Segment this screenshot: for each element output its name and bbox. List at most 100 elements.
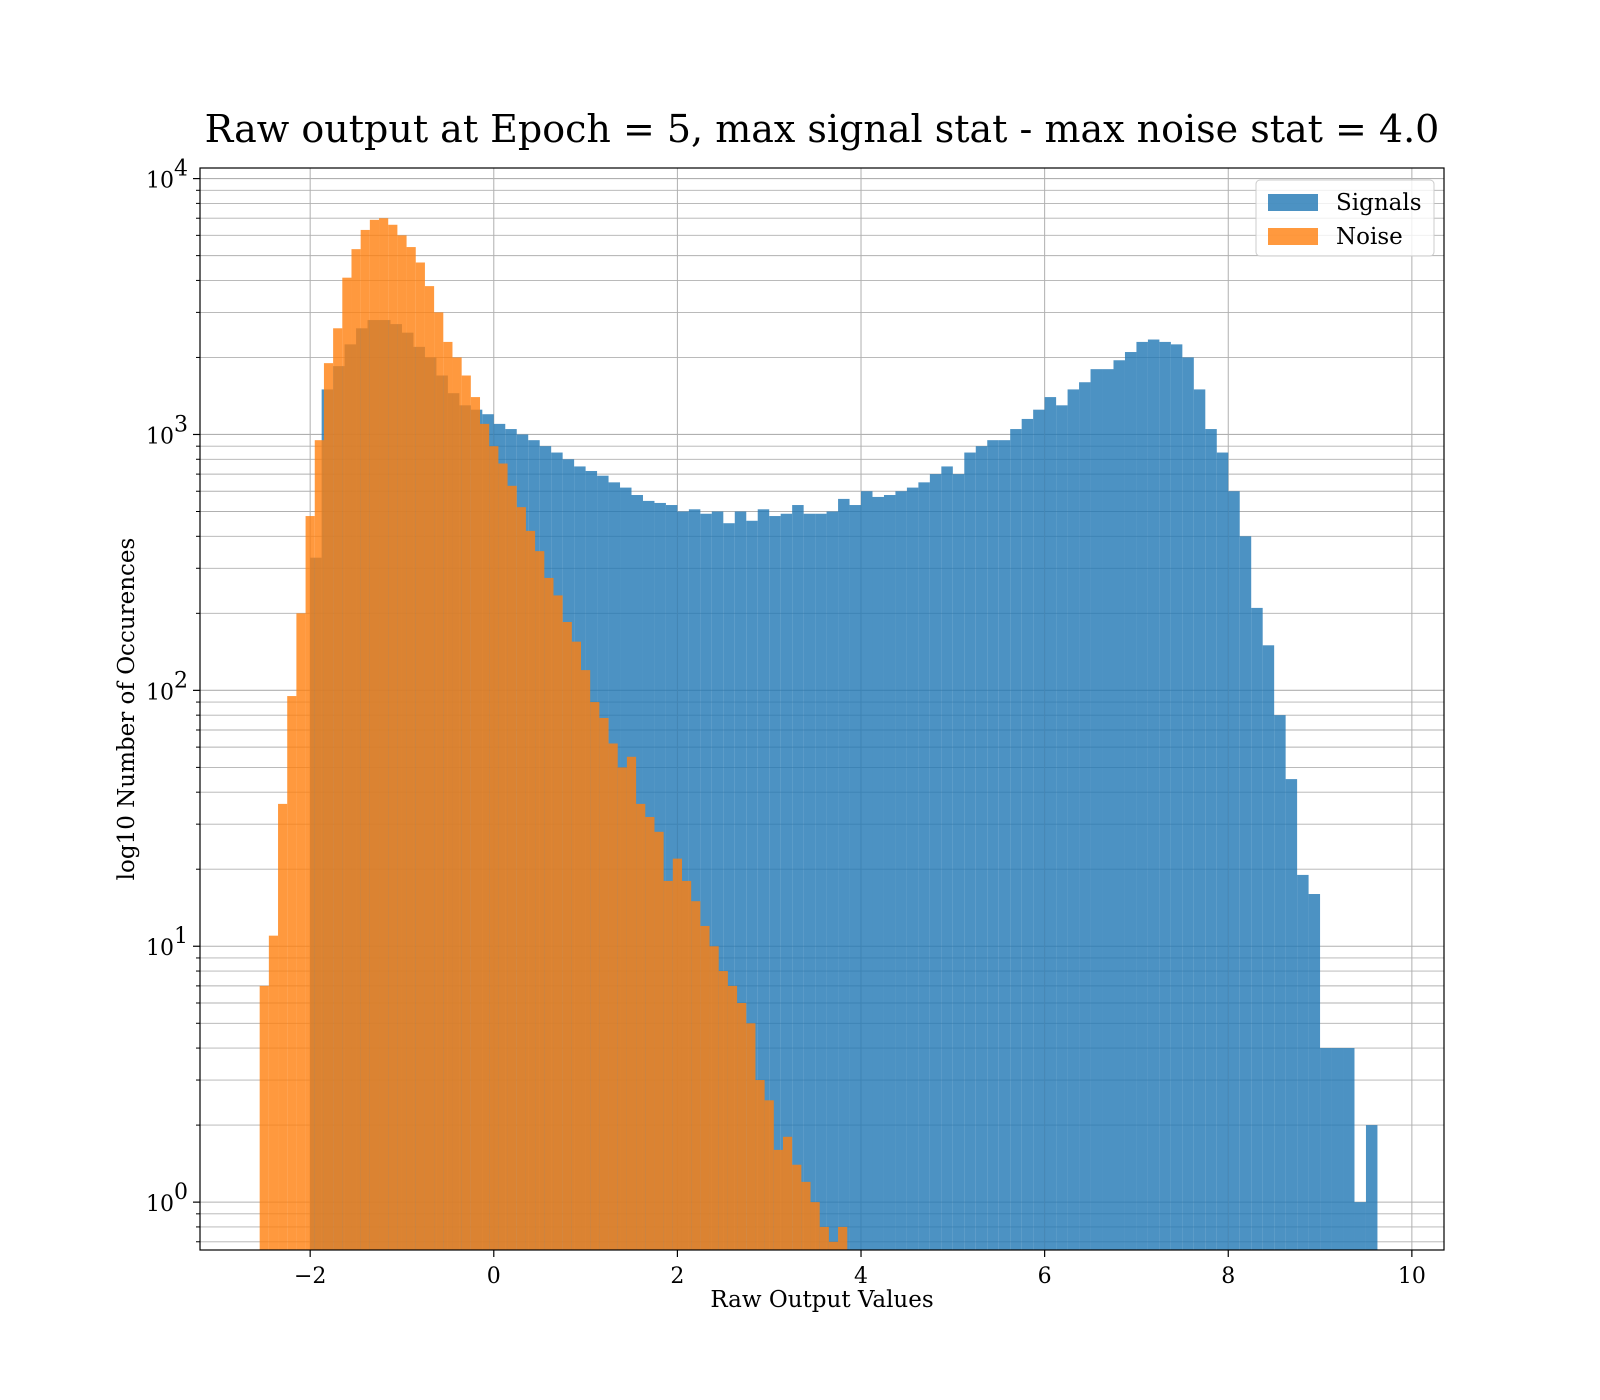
noise-bar [397, 235, 407, 1250]
signals-bar [711, 511, 724, 1251]
noise-bar [636, 803, 646, 1250]
noise-bar [553, 595, 563, 1250]
noise-bar [470, 397, 481, 1250]
legend-label-signals: Signals [1336, 190, 1422, 216]
noise-bar [737, 1003, 747, 1250]
signals-bar [1044, 397, 1057, 1250]
signals-bar [803, 513, 816, 1250]
signals-bar [1136, 341, 1148, 1251]
noise-bar [746, 1023, 756, 1250]
y-tick-label: 10 [146, 680, 174, 705]
y-tick-exponent: 3 [174, 412, 188, 437]
signals-bar [883, 495, 896, 1251]
x-tick-label: 0 [487, 1264, 501, 1289]
signals-bar [1033, 409, 1045, 1250]
noise-bar [718, 971, 728, 1250]
noise-bar [489, 446, 499, 1250]
noise-bar [406, 247, 416, 1250]
signals-bar [1056, 405, 1068, 1250]
noise-bar [571, 641, 582, 1250]
signals-bar [1182, 357, 1194, 1251]
noise-bar [599, 717, 609, 1250]
signals-bar [918, 482, 930, 1250]
noise-bar [535, 551, 545, 1250]
signals-bar [1365, 1125, 1378, 1250]
noise-bar [360, 229, 370, 1250]
noise-bar [828, 1241, 839, 1250]
noise-bar [287, 696, 297, 1250]
signals-bar [1320, 1048, 1332, 1250]
signals-bar [964, 452, 976, 1250]
signals-bar [723, 523, 735, 1250]
legend: Signals Noise [1255, 179, 1435, 257]
signals-bar [1205, 429, 1217, 1250]
noise-bar [369, 219, 380, 1251]
signals-bar [861, 491, 873, 1250]
y-tick-label: 10 [146, 1192, 174, 1217]
histogram-bars [259, 218, 1378, 1251]
noise-bar [305, 516, 315, 1250]
noise-bar [323, 363, 334, 1250]
noise-bar [709, 946, 719, 1250]
x-axis-label: Raw Output Values [710, 1287, 933, 1313]
y-tick-exponent: 2 [174, 668, 188, 693]
noise-bar [838, 1226, 848, 1250]
noise-bar [259, 985, 269, 1250]
signals-bar [998, 440, 1011, 1250]
x-tick-label: 2 [670, 1264, 684, 1289]
signals-bar [688, 509, 701, 1250]
noise-bar [727, 985, 738, 1250]
noise-bar [681, 880, 692, 1250]
legend-swatch-noise [1268, 228, 1318, 245]
signals-bar [734, 511, 747, 1251]
x-tick-label: 6 [1038, 1264, 1052, 1289]
signals-bar [838, 498, 850, 1251]
signals-bar [1239, 536, 1252, 1250]
noise-bar [672, 858, 682, 1250]
signals-bar [929, 474, 942, 1250]
signals-bar [941, 466, 953, 1250]
noise-bar [654, 831, 664, 1250]
signals-bar [792, 505, 804, 1250]
noise-bar [351, 249, 361, 1250]
signals-bar [849, 505, 862, 1250]
noise-bar [314, 440, 324, 1250]
noise-bar [691, 901, 701, 1250]
signals-bar [1216, 452, 1229, 1250]
x-tick-label: 10 [1398, 1264, 1426, 1289]
noise-bar [296, 613, 306, 1250]
y-tick-label: 10 [146, 169, 174, 194]
noise-bar [755, 1080, 765, 1250]
signals-bar [780, 513, 793, 1250]
noise-bar [700, 925, 710, 1250]
noise-bar [333, 328, 343, 1250]
signals-bar [826, 511, 839, 1251]
noise-bar [379, 218, 389, 1251]
noise-bar [581, 670, 591, 1250]
noise-bar [782, 1136, 793, 1250]
noise-bar [480, 423, 490, 1251]
x-tick-label: 8 [1221, 1264, 1235, 1289]
noise-bar [663, 880, 673, 1250]
noise-bar [562, 621, 572, 1250]
noise-bar [810, 1202, 820, 1250]
signals-bar [746, 520, 758, 1250]
signals-bar [1147, 339, 1160, 1250]
noise-bar [415, 262, 425, 1251]
signals-bar [1090, 369, 1103, 1251]
noise-bar [268, 935, 279, 1250]
signals-bar [700, 513, 712, 1250]
y-tick-label: 10 [146, 424, 174, 449]
series-noise [259, 218, 848, 1251]
signals-bar [895, 491, 907, 1250]
plot-frame [199, 167, 1445, 1251]
signals-bar [1285, 779, 1298, 1250]
signals-bar [1124, 352, 1137, 1251]
noise-bar [773, 1149, 783, 1250]
signals-bar [1113, 360, 1125, 1250]
noise-bar [819, 1226, 829, 1250]
signals-bar [1274, 715, 1286, 1250]
noise-bar [498, 463, 508, 1250]
signals-bar [1331, 1048, 1344, 1250]
